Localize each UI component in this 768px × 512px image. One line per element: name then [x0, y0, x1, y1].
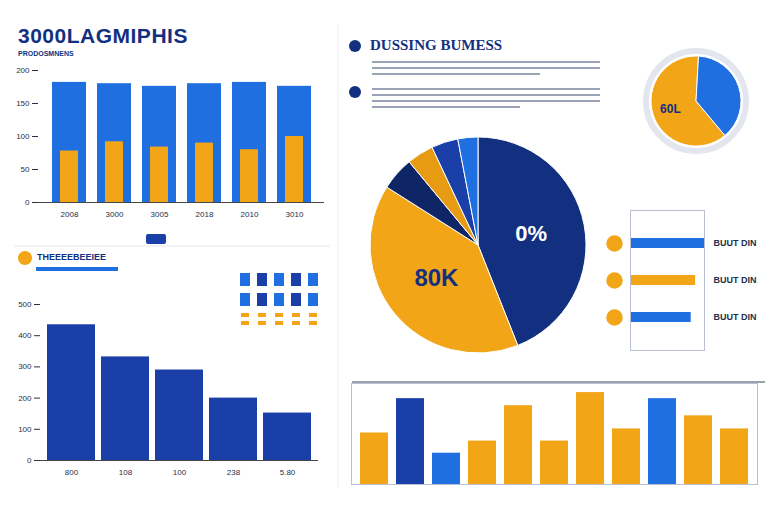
svg-text:BUUT DIN: BUUT DIN: [714, 238, 757, 248]
svg-text:3005: 3005: [151, 210, 169, 219]
svg-text:3010: 3010: [286, 210, 304, 219]
svg-text:2010: 2010: [241, 210, 259, 219]
svg-text:100: 100: [18, 425, 32, 434]
svg-text:300: 300: [18, 362, 32, 371]
svg-text:200: 200: [16, 66, 30, 75]
svg-text:3000: 3000: [106, 210, 124, 219]
html-text:DUSSING BUMESS: DUSSING BUMESS: [370, 37, 503, 53]
svg-text:BUUT DIN: BUUT DIN: [714, 312, 757, 322]
svg-text:0%: 0%: [515, 221, 547, 246]
svg-text:60L: 60L: [660, 102, 681, 116]
svg-text:0: 0: [27, 456, 32, 465]
svg-text:0: 0: [25, 198, 30, 207]
svg-text:500: 500: [18, 300, 32, 309]
svg-text:150: 150: [16, 99, 30, 108]
html-text:3000LAGMIPHIS: 3000LAGMIPHIS: [18, 24, 188, 47]
svg-text:100: 100: [173, 468, 187, 477]
svg-text:5.80: 5.80: [280, 468, 296, 477]
svg-text:80K: 80K: [414, 264, 459, 291]
svg-text:2018: 2018: [196, 210, 214, 219]
svg-text:100: 100: [16, 132, 30, 141]
svg-text:BUUT DIN: BUUT DIN: [714, 275, 757, 285]
svg-text:50: 50: [21, 165, 30, 174]
html-text:PRODOSMNENS: PRODOSMNENS: [18, 50, 74, 57]
html-text:THEEEEBEEIEE: THEEEEBEEIEE: [37, 252, 106, 262]
svg-text:200: 200: [18, 394, 32, 403]
svg-text:800: 800: [65, 468, 79, 477]
svg-text:108: 108: [119, 468, 133, 477]
svg-text:400: 400: [18, 331, 32, 340]
svg-text:2008: 2008: [61, 210, 79, 219]
svg-text:238: 238: [227, 468, 241, 477]
